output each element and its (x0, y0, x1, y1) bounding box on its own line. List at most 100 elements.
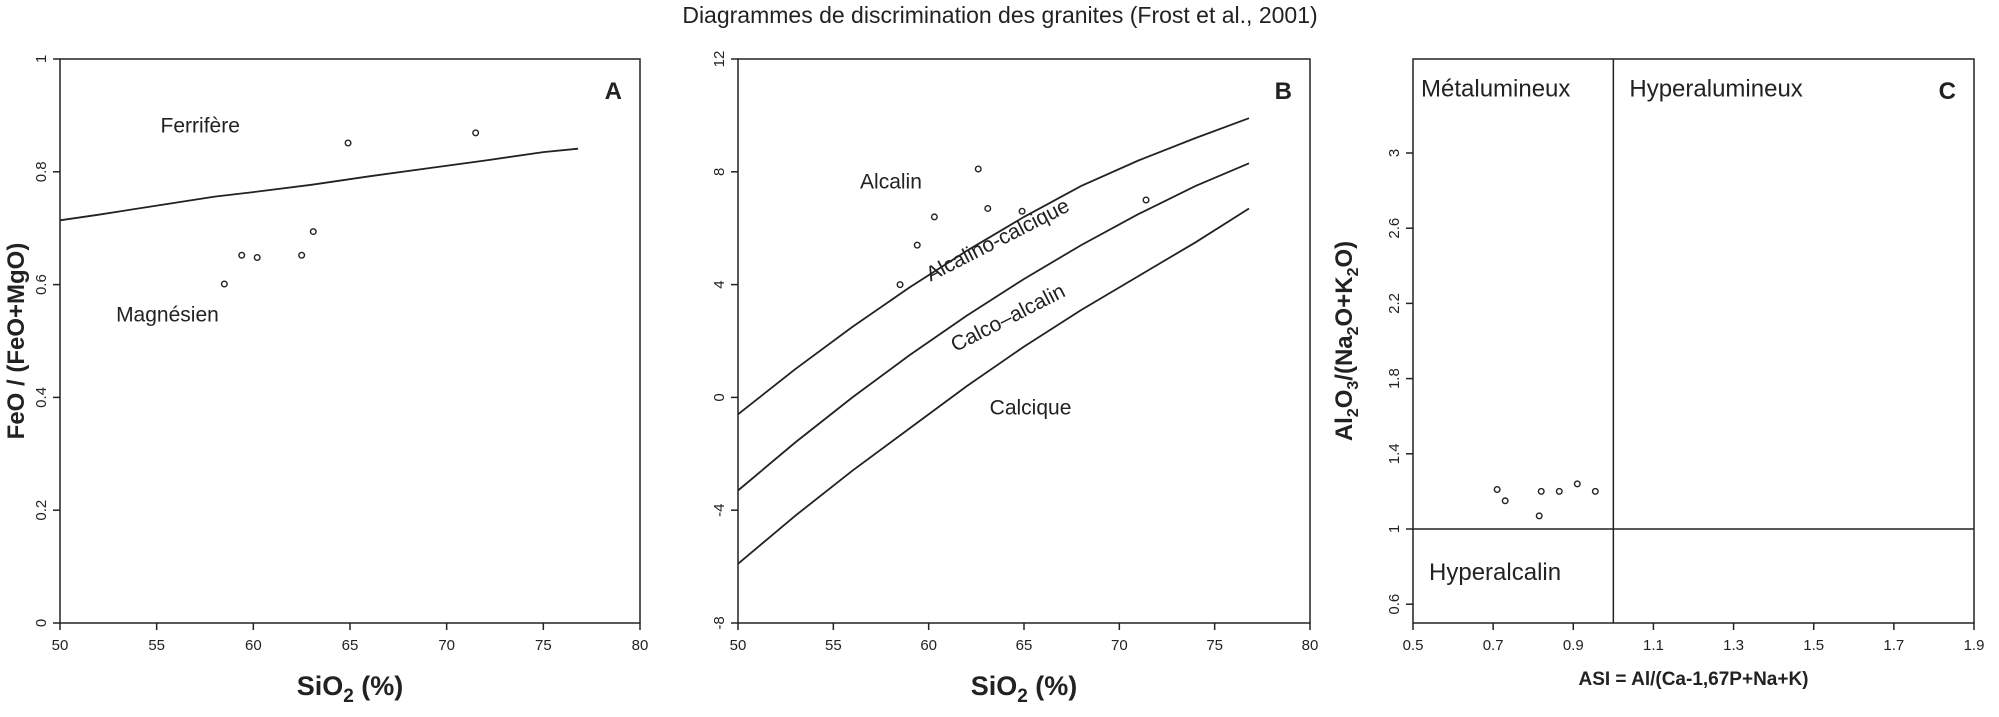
panel-b-data-point (913, 241, 921, 249)
panel-b-y-tick-label: 12 (711, 51, 728, 68)
panel-c-x-tick-label: 1.5 (1803, 637, 1824, 654)
panel-b-x-tick-label: 50 (730, 637, 747, 654)
panel-b-y-tick-label: 4 (711, 280, 728, 288)
panel-c-data-point (1535, 512, 1543, 520)
panel-c-y-label-part: O+K (1331, 276, 1358, 327)
panel-a-y-tick-label: 0.6 (33, 274, 50, 295)
panel-a-x-tick-label: 55 (148, 637, 165, 654)
panel-a-region-label: Magnésien (116, 303, 219, 326)
panel-a-data-point (298, 251, 306, 259)
panel-c-x-tick-label: 0.9 (1563, 637, 1584, 654)
panel-b-label: B (1275, 78, 1292, 105)
panel-b-curve-label: Alcalino-calcique (922, 194, 1073, 286)
panel-a-points (220, 129, 480, 288)
panel-c-data-point (1537, 487, 1545, 495)
panel-c-plot: 0.5 0.7 0.9 1.1 1.3 1.5 1.7 1.9 0.6 1 1.4 1.8 2.2 2.… (1331, 58, 1985, 690)
panel-a-data-point (309, 228, 317, 236)
panel-b-x-tick-label: 80 (1302, 637, 1319, 654)
panel-b-x-tick-label: 70 (1111, 637, 1128, 654)
panel-a-y-tick-label: 0.4 (33, 387, 50, 408)
panel-b-x-tick-label: 75 (1206, 637, 1223, 654)
panel-a-x-label-main: SiO (297, 671, 344, 701)
panel-c-y-label-subscript: 3 (1345, 381, 1362, 390)
panel-c-data-point (1591, 487, 1599, 495)
panel-b-data-point (1018, 207, 1026, 215)
panel-b-x-tick-label: 65 (1016, 637, 1033, 654)
panel-c-y-label-part: /(Na (1331, 335, 1358, 381)
panel-b-x-tick-label: 55 (825, 637, 842, 654)
panel-b-x-tick-label: 60 (920, 637, 937, 654)
panel-c-y-label-part: O) (1331, 241, 1358, 268)
panel-c-y-tick-label: 1.8 (1386, 368, 1403, 389)
panel-b-y-tick-label: -4 (711, 504, 728, 517)
panel-b-data-point (1142, 196, 1150, 204)
panel-a-data-point (344, 139, 352, 147)
panel-c-x-tick-label: 1.3 (1723, 637, 1744, 654)
panel-a-data-point (220, 280, 228, 288)
panel-c-y-tick-label: 2.2 (1386, 293, 1403, 314)
panel-c-region-label: Hyperalcalin (1429, 559, 1561, 586)
panel-b-boundary-curve (737, 162, 1250, 492)
panel-c-frame (1412, 58, 1975, 624)
panel-c-label: C (1939, 78, 1956, 105)
panel-a-x-tick-label: 70 (438, 637, 455, 654)
panel-a-x-tick-label: 50 (52, 637, 69, 654)
panel-c-region-label: Métalumineux (1421, 76, 1570, 103)
panel-b-y-tick-label: 8 (711, 168, 728, 176)
panel-b-data-point (930, 213, 938, 221)
panel-a-label: A (605, 78, 622, 105)
panel-b-curves (737, 117, 1250, 565)
panel-a-x-axis: 50 55 60 65 70 75 80 (52, 623, 649, 654)
panel-b-region-label: Calcique (990, 396, 1072, 419)
panel-b-points (896, 165, 1150, 289)
panel-c-x-axis: 0.5 0.7 0.9 1.1 1.3 1.5 1.7 1.9 (1403, 623, 1985, 654)
panel-a-x-label-sub: 2 (343, 686, 354, 707)
panel-b-x-label-main: SiO (971, 671, 1018, 701)
panel-c-y-label-subscript: 2 (1345, 326, 1362, 335)
panel-b-regions: Alcalin Calcique (860, 171, 1071, 420)
panel-c-region-label: Hyperalumineux (1629, 76, 1802, 103)
panel-a-y-axis: 0 0.2 0.4 0.6 0.8 1 (33, 55, 60, 627)
panel-b-curve-label: Calco–alcalin (947, 280, 1069, 357)
panel-c-regions: Métalumineux Hyperalumineux Hyperalcalin (1421, 76, 1803, 586)
panel-c-y-tick-label: 1.4 (1386, 443, 1403, 464)
panel-c-x-tick-label: 0.5 (1403, 637, 1424, 654)
panel-c-data-point (1501, 497, 1509, 505)
panel-c-y-label: Al2O3/(Na2O+K2O) (1331, 241, 1362, 441)
panel-a-y-tick-label: 0 (33, 619, 50, 627)
panel-b-boundary-curve (737, 117, 1250, 416)
panel-c-y-label-part: Al (1331, 417, 1358, 441)
panel-c-x-tick-label: 1.9 (1964, 637, 1985, 654)
panel-c-x-tick-label: 0.7 (1483, 637, 1504, 654)
panel-b-y-axis: -8 -4 0 4 8 12 (711, 51, 738, 630)
panel-a-y-tick-label: 0.2 (33, 500, 50, 521)
panel-c-y-tick-label: 0.6 (1386, 594, 1403, 615)
panel-c-x-tick-label: 1.1 (1643, 637, 1664, 654)
panel-c-x-label: ASI = Al/(Ca-1,67P+Na+K) (1578, 669, 1808, 690)
panel-a-x-tick-label: 80 (632, 637, 649, 654)
panel-c-y-tick-label: 2.6 (1386, 218, 1403, 239)
panel-c-y-label-subscript: 2 (1345, 267, 1362, 276)
panel-a-x-tick-label: 65 (342, 637, 359, 654)
panel-b-boundary-curve (737, 207, 1250, 565)
panel-a-y-tick-label: 1 (33, 55, 50, 63)
panel-a-data-point (253, 254, 261, 262)
panel-c-y-label-subscript: 2 (1345, 408, 1362, 417)
panel-a-x-label-tail: (%) (354, 671, 404, 701)
panel-b-data-point (896, 281, 904, 289)
panel-c-y-label-part: O (1331, 390, 1358, 409)
figure-title: Diagrammes de discrimination des granite… (682, 2, 1317, 28)
panel-a-x-tick-label: 60 (245, 637, 262, 654)
panel-a-data-point (472, 129, 480, 137)
panel-a-data-point (238, 251, 246, 259)
panel-b-data-point (974, 165, 982, 173)
panel-a-region-label: Ferrifère (161, 114, 240, 137)
panel-a-boundary-line (59, 147, 579, 222)
panel-b-y-tick-label: -8 (711, 616, 728, 629)
panel-c-points (1493, 480, 1599, 520)
panel-b-x-label-sub: 2 (1017, 686, 1028, 707)
panel-a-y-label: FeO / (FeO+MgO) (3, 243, 30, 440)
panel-b-x-label-tail: (%) (1028, 671, 1078, 701)
